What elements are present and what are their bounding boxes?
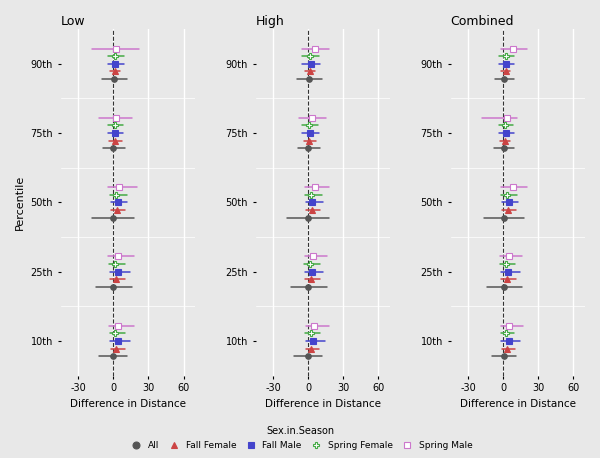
Text: Combined: Combined [451, 15, 514, 28]
X-axis label: Difference in Distance: Difference in Distance [70, 399, 186, 409]
X-axis label: Difference in Distance: Difference in Distance [265, 399, 381, 409]
Y-axis label: Percentile: Percentile [15, 175, 25, 230]
Legend: All, Fall Female, Fall Male, Spring Female, Spring Male: All, Fall Female, Fall Male, Spring Fema… [124, 423, 476, 453]
Text: Low: Low [61, 15, 85, 28]
X-axis label: Difference in Distance: Difference in Distance [460, 399, 576, 409]
Text: High: High [256, 15, 284, 28]
